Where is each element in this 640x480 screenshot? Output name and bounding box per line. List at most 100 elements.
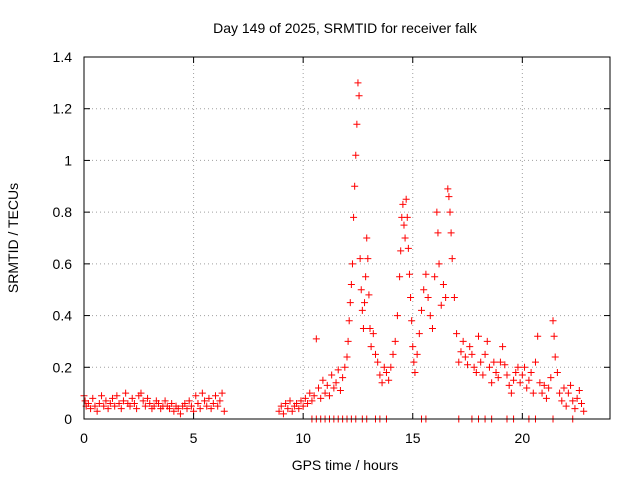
data-point — [501, 361, 509, 369]
data-point — [139, 397, 147, 405]
data-point — [531, 358, 539, 366]
data-point — [212, 392, 219, 400]
data-point — [216, 397, 224, 405]
data-point — [357, 286, 365, 294]
data-point — [409, 343, 417, 351]
data-point — [400, 221, 408, 229]
data-point — [447, 229, 455, 237]
data-point — [361, 299, 369, 307]
data-point — [299, 402, 307, 410]
data-point — [84, 399, 92, 407]
x-axis-label: GPS time / hours — [292, 457, 399, 473]
data-point — [420, 286, 428, 294]
data-point — [282, 399, 290, 407]
data-point — [556, 389, 564, 397]
y-tick-label: 1.2 — [53, 101, 73, 117]
y-tick-label: 0 — [64, 411, 72, 427]
data-point — [170, 407, 178, 415]
data-point — [468, 350, 476, 358]
data-point — [150, 402, 158, 410]
y-tick-label: 1 — [64, 152, 72, 168]
data-point — [113, 392, 121, 400]
data-point — [100, 402, 108, 410]
data-point — [475, 332, 482, 340]
data-point — [569, 397, 577, 405]
x-tick-label: 10 — [295, 430, 311, 446]
data-point — [435, 260, 443, 268]
data-point — [393, 312, 401, 320]
data-point — [332, 379, 340, 387]
data-point — [407, 293, 415, 301]
data-point — [464, 361, 472, 369]
data-point — [380, 363, 388, 371]
data-point — [347, 281, 355, 289]
data-point — [306, 389, 314, 397]
data-point — [426, 312, 434, 320]
data-point — [418, 306, 426, 314]
data-point — [529, 389, 537, 397]
data-point — [328, 371, 336, 379]
data-point — [293, 399, 301, 407]
y-tick-label: 0.2 — [53, 359, 73, 375]
data-point — [521, 363, 529, 371]
data-point — [378, 379, 386, 387]
data-point — [549, 317, 557, 325]
data-point — [319, 376, 327, 384]
data-point — [507, 389, 515, 397]
data-point — [444, 185, 452, 193]
data-point — [455, 358, 463, 366]
data-point — [205, 394, 213, 402]
data-point — [428, 325, 436, 332]
data-point — [323, 381, 331, 389]
data-point — [518, 371, 526, 379]
data-point — [344, 337, 352, 345]
data-point — [277, 402, 285, 410]
data-point — [196, 405, 204, 413]
data-point — [358, 306, 366, 314]
data-point — [490, 358, 498, 366]
data-point — [104, 405, 112, 413]
data-point — [396, 273, 404, 281]
data-point — [355, 92, 363, 100]
data-point — [448, 255, 456, 263]
data-point — [168, 399, 176, 407]
data-point — [433, 208, 441, 216]
data-point — [560, 384, 568, 392]
data-point — [540, 381, 548, 389]
data-point — [527, 368, 535, 376]
data-point — [351, 182, 359, 190]
data-point — [111, 402, 119, 410]
data-point — [102, 397, 110, 405]
data-point — [424, 293, 432, 301]
data-point — [284, 405, 292, 413]
data-point — [516, 379, 524, 387]
data-point — [137, 389, 145, 397]
data-point — [297, 397, 305, 405]
data-point — [183, 405, 191, 413]
data-point — [369, 330, 377, 338]
data-point — [279, 410, 287, 418]
data-point — [91, 402, 99, 410]
data-point — [93, 407, 101, 415]
plot-frame — [83, 56, 611, 420]
data-point — [385, 376, 393, 384]
data-point — [567, 381, 575, 389]
data-point — [336, 387, 344, 395]
data-point — [304, 399, 312, 407]
data-point — [353, 120, 361, 128]
data-point — [308, 397, 316, 405]
data-point — [542, 394, 550, 402]
data-point — [119, 397, 127, 405]
y-tick-label: 0.8 — [53, 204, 73, 220]
x-tick-label: 0 — [80, 430, 88, 446]
data-point — [382, 368, 390, 376]
data-point — [295, 405, 303, 413]
y-tick-label: 0.4 — [53, 308, 73, 324]
data-point — [402, 195, 410, 203]
data-point — [387, 363, 395, 371]
data-point — [496, 358, 504, 366]
data-point — [442, 293, 450, 301]
data-point — [562, 402, 570, 410]
data-point — [348, 260, 356, 268]
